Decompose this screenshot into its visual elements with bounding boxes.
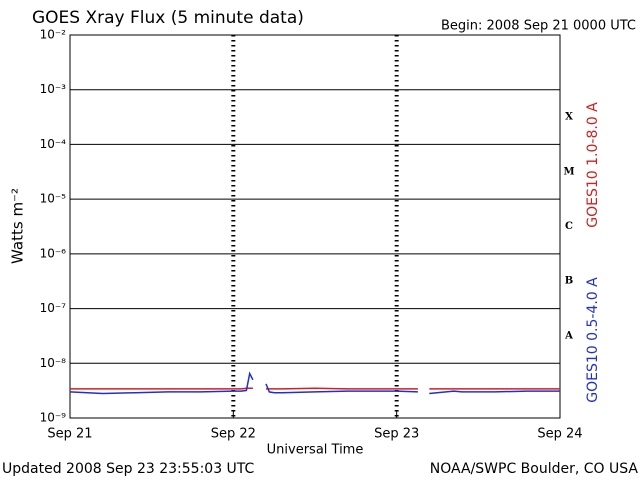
y-tick-label: 10⁻⁹ (40, 411, 67, 425)
chart-title: GOES Xray Flux (5 minute data) (32, 8, 304, 28)
footer-left: Updated 2008 Sep 23 23:55:03 UTC (2, 461, 255, 477)
flare-class-label: X (565, 112, 573, 123)
flare-class-label: C (565, 221, 573, 232)
y-tick-label: 10⁻² (40, 28, 67, 42)
y-axis-label: Watts m⁻² (9, 188, 27, 264)
y-tick-label: 10⁻⁶ (40, 246, 67, 260)
x-axis-label: Universal Time (267, 443, 364, 458)
y-tick-label: 10⁻⁷ (40, 301, 67, 315)
chart-subtitle: Begin: 2008 Sep 21 0000 UTC (441, 19, 636, 34)
y-tick-label: 10⁻⁸ (40, 356, 67, 370)
x-tick-label: Sep 21 (47, 427, 92, 442)
y-tick-label: 10⁻⁵ (40, 192, 67, 206)
y-tick-label: 10⁻³ (40, 82, 67, 96)
legend-entry: GOES10 1.0-8.0 A (585, 102, 601, 228)
flare-class-label: B (565, 276, 573, 287)
x-tick-label: Sep 24 (537, 427, 582, 442)
series-line (70, 387, 560, 390)
x-tick-label: Sep 22 (211, 427, 256, 442)
flare-class-label: A (564, 330, 573, 341)
x-tick-label: Sep 23 (374, 427, 419, 442)
flare-class-label: M (563, 166, 574, 177)
footer-right: NOAA/SWPC Boulder, CO USA (430, 461, 639, 477)
series-line (69, 371, 560, 395)
legend-entry: GOES10 0.5-4.0 A (585, 277, 601, 403)
y-tick-label: 10⁻⁴ (40, 137, 67, 151)
